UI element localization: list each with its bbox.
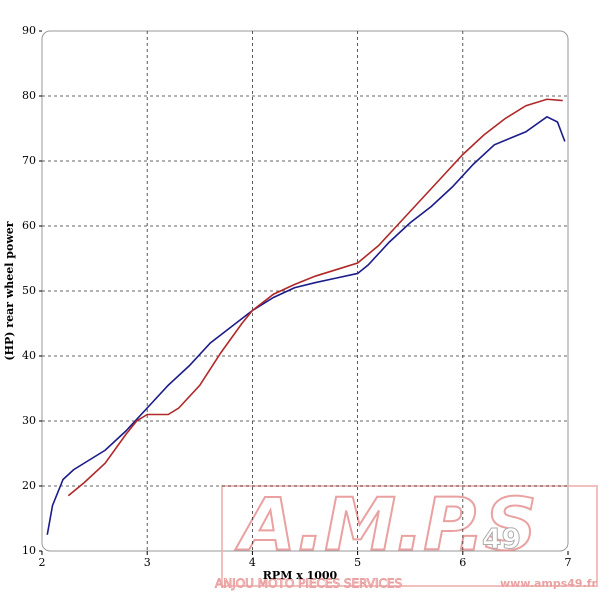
line-series — [46, 115, 566, 535]
y-tick-label: 10 — [22, 544, 36, 557]
y-tick-label: 70 — [22, 154, 36, 167]
y-tick-label: 20 — [22, 479, 36, 492]
x-tick-label: 4 — [249, 556, 256, 569]
watermark: A.M.P.S 49 ANJOU MOTO PIECES SERVICES ww… — [215, 482, 598, 591]
x-tick-label: 5 — [354, 556, 361, 569]
watermark-url: www.amps49.fr — [500, 577, 598, 590]
x-tick-label: 6 — [459, 556, 466, 569]
x-tick-label: 2 — [39, 556, 46, 569]
y-axis-label: (HP) rear wheel power — [3, 221, 16, 360]
x-tick-label: 7 — [565, 556, 572, 569]
line-series — [67, 98, 563, 497]
y-tick-label: 80 — [22, 89, 36, 102]
x-axis-label: RPM x 1000 — [263, 569, 338, 582]
y-tick-label: 30 — [22, 414, 36, 427]
y-tick-label: 90 — [22, 24, 36, 37]
watermark-logo: A.M.P.S — [235, 483, 537, 567]
y-tick-label: 40 — [22, 349, 36, 362]
watermark-number: 49 — [482, 522, 521, 555]
y-tick-label: 60 — [22, 219, 36, 232]
x-tick-label: 3 — [144, 556, 151, 569]
y-tick-label: 50 — [22, 284, 36, 297]
watermark-tagline: ANJOU MOTO PIECES SERVICES — [215, 577, 402, 591]
